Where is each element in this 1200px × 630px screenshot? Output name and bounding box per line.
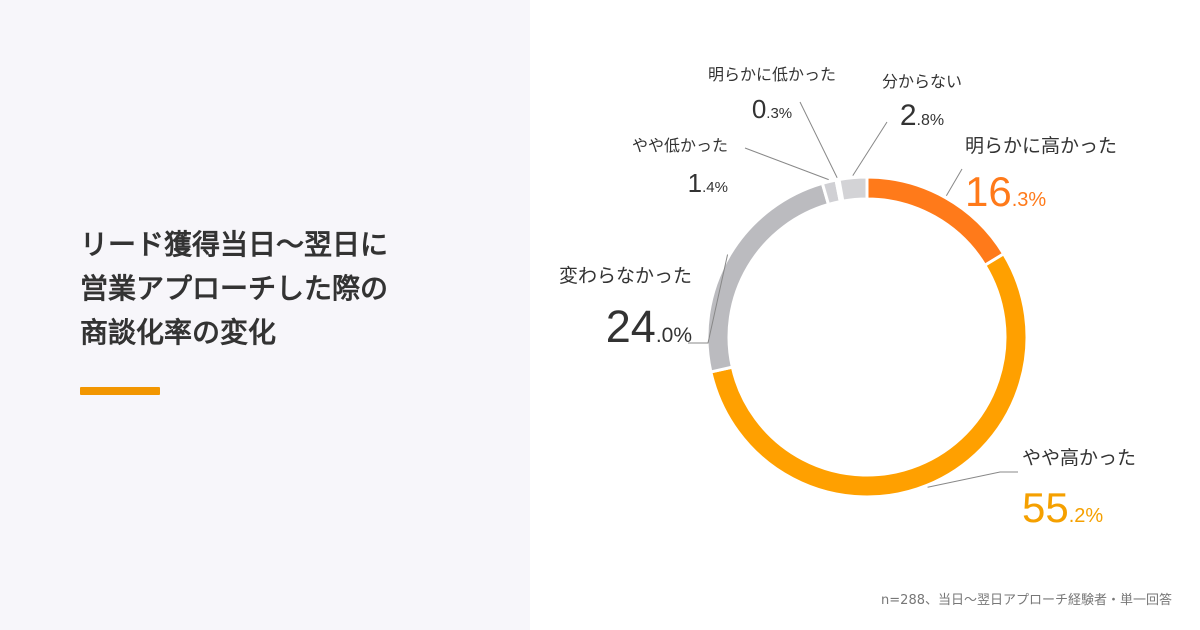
- slice-value-1: 55.2%: [1022, 484, 1103, 531]
- slice-label-4: 明らかに低かった: [708, 65, 836, 84]
- chart-leader-lines: [688, 101, 1018, 488]
- footnote: n=288、当日〜翌日アプローチ経験者・単一回答: [881, 593, 1172, 608]
- slice-label-2: 変わらなかった: [559, 265, 692, 287]
- title-accent-bar: [80, 387, 160, 395]
- chart-labels: 明らかに高かった 16.3% やや高かった 55.2% 変わらなかった 24.0% やや低か…: [559, 65, 1136, 531]
- leader-line-3: [744, 147, 829, 181]
- slice-value-0: 16.3%: [965, 168, 1046, 215]
- slice-label-0: 明らかに高かった: [965, 135, 1117, 157]
- title-line-3: 商談化率の変化: [80, 316, 277, 349]
- leader-line-5: [852, 121, 888, 176]
- slice-label-5: 分からない: [882, 72, 962, 91]
- slice-value-4: 0.3%: [752, 94, 792, 124]
- title-line-1: リード獲得当日〜翌日に: [80, 228, 389, 261]
- slice-value-2: 24.0%: [606, 301, 692, 352]
- leader-line-2: [688, 254, 729, 344]
- chart-slices: [705, 175, 1029, 499]
- slice-label-1: やや高かった: [1022, 447, 1136, 469]
- slice-1: [709, 252, 1029, 499]
- slice-value-3: 1.4%: [688, 168, 728, 198]
- page-title: リード獲得当日〜翌日に 営業アプローチした際の 商談化率の変化: [80, 223, 500, 355]
- slice-2: [705, 181, 830, 374]
- slice-5: [837, 175, 869, 203]
- leader-line-1: [927, 471, 1018, 488]
- left-panel: リード獲得当日〜翌日に 営業アプローチした際の 商談化率の変化: [0, 0, 530, 630]
- donut-chart: 明らかに高かった 16.3% やや高かった 55.2% 変わらなかった 24.0% やや低か…: [559, 65, 1136, 531]
- slice-label-3: やや低かった: [632, 136, 728, 155]
- title-line-2: 営業アプローチした際の: [80, 272, 389, 305]
- slice-value-5: 2.8%: [900, 99, 944, 132]
- leader-line-0: [945, 168, 963, 197]
- leader-line-4: [799, 101, 838, 178]
